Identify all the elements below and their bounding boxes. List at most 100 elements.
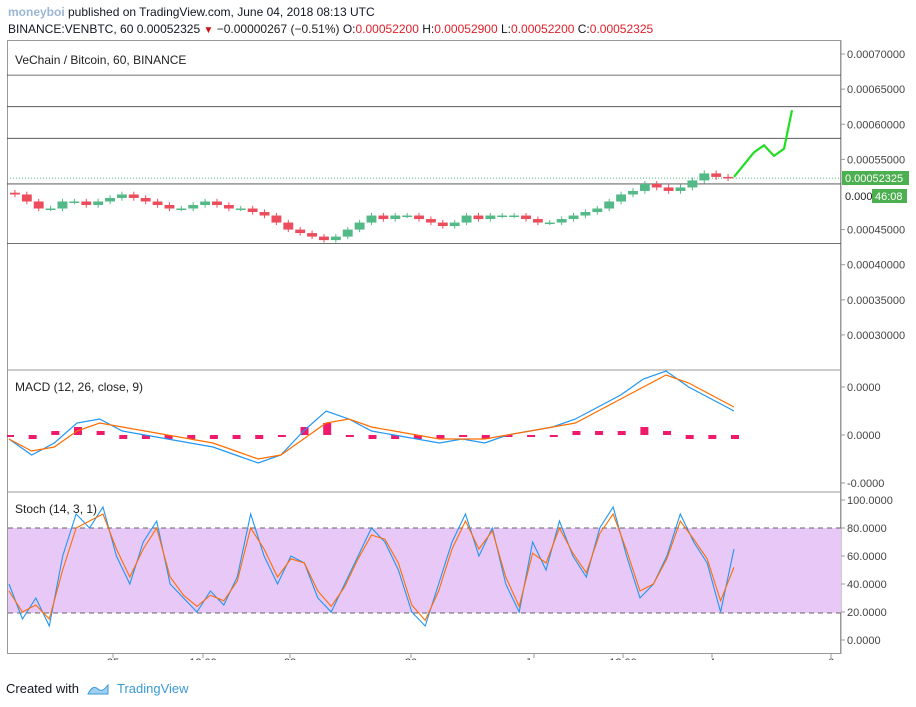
main-pane-title: VeChain / Bitcoin, 60, BINANCE bbox=[15, 53, 186, 67]
high-value: 0.00052900 bbox=[434, 22, 498, 36]
main-y-tick-label-0: 0.00070000 bbox=[847, 49, 905, 61]
candle-body-8 bbox=[105, 197, 115, 202]
candle-body-2 bbox=[33, 201, 44, 209]
candle-body-60 bbox=[723, 176, 733, 179]
stoch-k-line bbox=[8, 505, 735, 628]
macd-hist-bar-19 bbox=[436, 435, 445, 439]
candle-body-1 bbox=[21, 194, 32, 202]
candle-body-20 bbox=[247, 208, 258, 213]
candle-body-3 bbox=[45, 208, 56, 211]
macd-hist-bar-22 bbox=[504, 435, 513, 437]
macd-pane-title: MACD (12, 26, close, 9) bbox=[15, 380, 143, 394]
stoch-band bbox=[8, 528, 841, 613]
candle-body-33 bbox=[402, 215, 413, 218]
candle-body-38 bbox=[461, 215, 472, 223]
stoch-y-tick-label-5: 0.0000 bbox=[847, 635, 881, 647]
chart-area[interactable]: 0.00070000 0.00065000 0.00060000 0.00055000… bbox=[6, 40, 909, 669]
candle-body-58 bbox=[699, 173, 710, 181]
main-y-tick-label-6: 0.00035000 bbox=[847, 295, 905, 307]
candle-body-15 bbox=[188, 205, 199, 209]
signal-line bbox=[8, 374, 735, 460]
candle-body-19 bbox=[235, 208, 246, 211]
candle-body-53 bbox=[639, 183, 650, 191]
macd-hist-bar-32 bbox=[731, 435, 739, 439]
candle-body-4 bbox=[57, 201, 68, 209]
last-price-badge bbox=[842, 171, 909, 185]
low-label: L: bbox=[501, 22, 512, 36]
candle-body-13 bbox=[164, 205, 175, 209]
candle-body-21 bbox=[259, 212, 270, 216]
candle-body-49 bbox=[592, 208, 603, 213]
last-price-badge-text: 0.00052325 bbox=[845, 173, 903, 185]
main-y-tick-label-4: 0.00045000 bbox=[847, 225, 905, 237]
macd-hist-bar-16 bbox=[368, 435, 377, 439]
macd-hist-bar-9 bbox=[209, 435, 218, 439]
candle-body-41 bbox=[497, 215, 508, 218]
macd-hist-bar-0 bbox=[6, 435, 14, 437]
macd-hist-bar-26 bbox=[595, 431, 604, 435]
candle-body-29 bbox=[354, 222, 365, 230]
main-y-tick-label-5: 0.00040000 bbox=[847, 260, 905, 272]
macd-hist-bar-10 bbox=[232, 435, 241, 439]
symbol-label: BINANCE:VENBTC, 60 bbox=[8, 22, 134, 36]
candle-body-35 bbox=[425, 219, 436, 223]
candle-body-54 bbox=[651, 183, 662, 188]
macd-hist-bar-8 bbox=[187, 435, 196, 439]
macd-line bbox=[8, 370, 735, 464]
candle-body-0 bbox=[10, 192, 20, 195]
price-change: −0.00000267 (−0.51%) bbox=[216, 22, 340, 36]
candle-body-6 bbox=[81, 201, 92, 205]
candle-body-52 bbox=[628, 190, 638, 195]
macd-y-tick-label-0: 0.0000 bbox=[847, 382, 881, 394]
countdown-badge bbox=[872, 189, 907, 203]
chart-svg[interactable]: 0.00070000 0.00065000 0.00060000 0.00055000… bbox=[6, 40, 916, 669]
macd-hist-bar-30 bbox=[685, 435, 694, 439]
candle-body-40 bbox=[485, 215, 496, 220]
macd-hist-bar-13 bbox=[300, 427, 309, 435]
macd-hist-bar-14 bbox=[323, 423, 332, 435]
macd-hist-bar-4 bbox=[96, 431, 105, 435]
main-y-tick-label-3: 0.00055000 bbox=[847, 154, 905, 166]
high-label: H: bbox=[422, 22, 435, 36]
candle-body-50 bbox=[604, 201, 615, 209]
macd-hist-bar-12 bbox=[277, 435, 286, 437]
candle-body-36 bbox=[437, 222, 448, 227]
macd-hist-bar-29 bbox=[663, 431, 672, 435]
macd-hist-bar-6 bbox=[141, 435, 150, 439]
macd-y-tick-label-1: 0.0000 bbox=[847, 430, 881, 442]
candle-body-14 bbox=[176, 208, 187, 211]
candle-body-37 bbox=[449, 222, 460, 227]
open-value: 0.00052200 bbox=[355, 22, 419, 36]
candle-body-17 bbox=[212, 201, 222, 205]
author-name[interactable]: moneyboi bbox=[8, 5, 65, 19]
stoch-d-line bbox=[8, 512, 735, 622]
candle-body-48 bbox=[580, 212, 591, 216]
candle-body-26 bbox=[319, 236, 329, 241]
candle-body-31 bbox=[378, 215, 389, 220]
x-tick-label-4: Jun bbox=[525, 657, 543, 660]
macd-hist-bar-28 bbox=[640, 427, 649, 435]
tradingview-brand-link[interactable]: TradingView bbox=[116, 681, 189, 696]
candle-body-23 bbox=[283, 222, 294, 230]
x-tick-label-3: 30 bbox=[405, 657, 417, 660]
candle-body-30 bbox=[366, 215, 377, 223]
candle-body-9 bbox=[116, 194, 127, 198]
candle-body-11 bbox=[140, 197, 151, 202]
candle-body-46 bbox=[556, 219, 567, 223]
macd-hist-bar-31 bbox=[708, 435, 717, 439]
candle-body-7 bbox=[93, 201, 104, 205]
stoch-y-tick-label-4: 20.0000 bbox=[847, 607, 887, 619]
low-value: 0.00052200 bbox=[511, 22, 575, 36]
stoch-pane-title: Stoch (14, 3, 1) bbox=[15, 502, 97, 516]
tradingview-logo-icon[interactable] bbox=[87, 683, 109, 695]
macd-hist-bar-1 bbox=[28, 435, 37, 439]
x-tick-label-2: 28 bbox=[284, 657, 296, 660]
macd-hist-bar-21 bbox=[481, 435, 490, 439]
footer: Created with TradingView bbox=[6, 681, 189, 696]
candle-body-16 bbox=[200, 201, 211, 205]
last-price: 0.00052325 bbox=[136, 22, 201, 36]
candle-body-39 bbox=[473, 215, 484, 220]
main-y-tick-label-2: 0.00060000 bbox=[847, 119, 905, 131]
macd-hist-bar-25 bbox=[572, 431, 581, 435]
candle-body-57 bbox=[687, 180, 698, 188]
